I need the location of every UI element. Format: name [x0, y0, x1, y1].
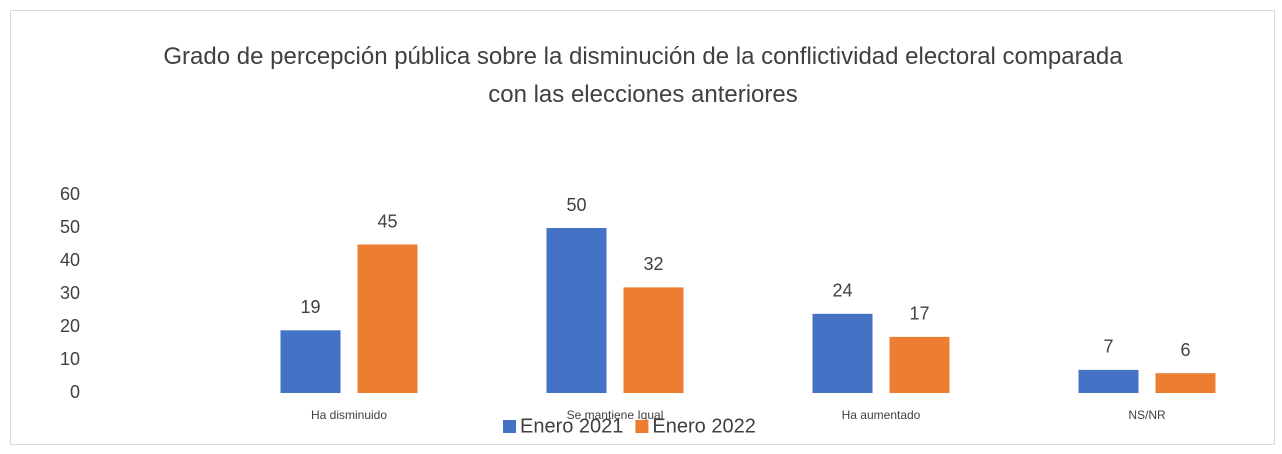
- bar: [1155, 373, 1216, 393]
- legend-swatch: [503, 420, 516, 433]
- x-tick-label: Ha disminuido: [311, 408, 387, 422]
- bar: [1078, 369, 1139, 393]
- data-label: 24: [832, 281, 852, 301]
- y-tick-label: 0: [70, 382, 80, 402]
- bar: [546, 228, 607, 393]
- y-tick-label: 60: [60, 184, 80, 204]
- y-tick-label: 40: [60, 250, 80, 270]
- bar: [280, 330, 341, 393]
- bar: [357, 244, 418, 393]
- y-tick-label: 20: [60, 316, 80, 336]
- data-label: 6: [1180, 340, 1190, 360]
- bar: [623, 287, 684, 393]
- y-tick-label: 10: [60, 349, 80, 369]
- legend-label: Enero 2022: [652, 415, 755, 437]
- chart-border: [10, 10, 1275, 445]
- data-label: 50: [566, 195, 586, 215]
- y-tick-label: 50: [60, 217, 80, 237]
- bar: [812, 313, 873, 393]
- y-tick-label: 30: [60, 283, 80, 303]
- chart-title: Grado de percepción pública sobre la dis…: [163, 43, 1123, 108]
- legend-label: Enero 2021: [520, 415, 623, 437]
- x-tick-label: Se mantiene Igual: [567, 408, 664, 422]
- legend-swatch: [635, 420, 649, 433]
- data-label: 32: [643, 254, 663, 274]
- data-label: 19: [300, 297, 320, 317]
- data-label: 17: [909, 304, 929, 324]
- data-label: 45: [377, 211, 397, 231]
- x-tick-label: NS/NR: [1128, 408, 1166, 422]
- data-label: 7: [1103, 337, 1113, 357]
- x-tick-label: Ha aumentado: [842, 408, 921, 422]
- bar: [889, 336, 950, 393]
